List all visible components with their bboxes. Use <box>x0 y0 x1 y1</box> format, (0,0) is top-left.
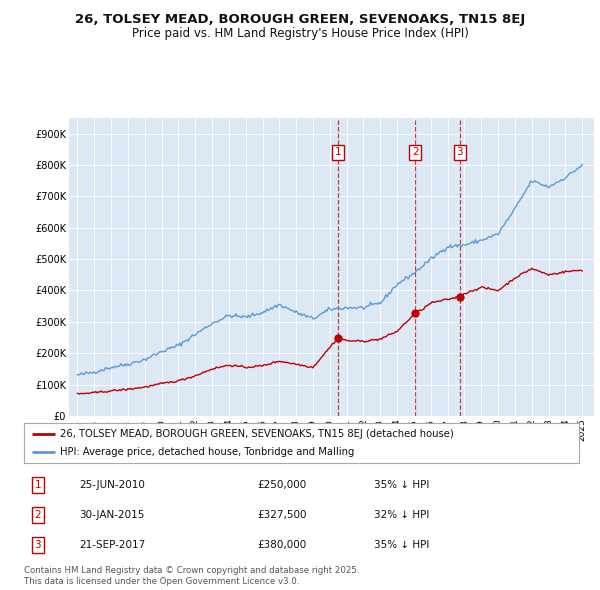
Text: 32% ↓ HPI: 32% ↓ HPI <box>374 510 429 520</box>
Text: 21-SEP-2017: 21-SEP-2017 <box>79 540 146 550</box>
Text: 3: 3 <box>457 148 463 158</box>
Text: £327,500: £327,500 <box>257 510 307 520</box>
Text: Contains HM Land Registry data © Crown copyright and database right 2025.
This d: Contains HM Land Registry data © Crown c… <box>24 566 359 586</box>
Text: HPI: Average price, detached house, Tonbridge and Malling: HPI: Average price, detached house, Tonb… <box>60 447 355 457</box>
Text: 2: 2 <box>35 510 41 520</box>
Text: 26, TOLSEY MEAD, BOROUGH GREEN, SEVENOAKS, TN15 8EJ: 26, TOLSEY MEAD, BOROUGH GREEN, SEVENOAK… <box>75 13 525 26</box>
Text: 35% ↓ HPI: 35% ↓ HPI <box>374 540 429 550</box>
Text: 1: 1 <box>35 480 41 490</box>
Text: 2: 2 <box>412 148 419 158</box>
Text: Price paid vs. HM Land Registry's House Price Index (HPI): Price paid vs. HM Land Registry's House … <box>131 27 469 40</box>
Text: 1: 1 <box>335 148 341 158</box>
Text: £250,000: £250,000 <box>257 480 307 490</box>
Text: 30-JAN-2015: 30-JAN-2015 <box>79 510 145 520</box>
Text: 26, TOLSEY MEAD, BOROUGH GREEN, SEVENOAKS, TN15 8EJ (detached house): 26, TOLSEY MEAD, BOROUGH GREEN, SEVENOAK… <box>60 429 454 439</box>
Text: 3: 3 <box>35 540 41 550</box>
Text: £380,000: £380,000 <box>257 540 307 550</box>
Text: 25-JUN-2010: 25-JUN-2010 <box>79 480 145 490</box>
Text: 35% ↓ HPI: 35% ↓ HPI <box>374 480 429 490</box>
